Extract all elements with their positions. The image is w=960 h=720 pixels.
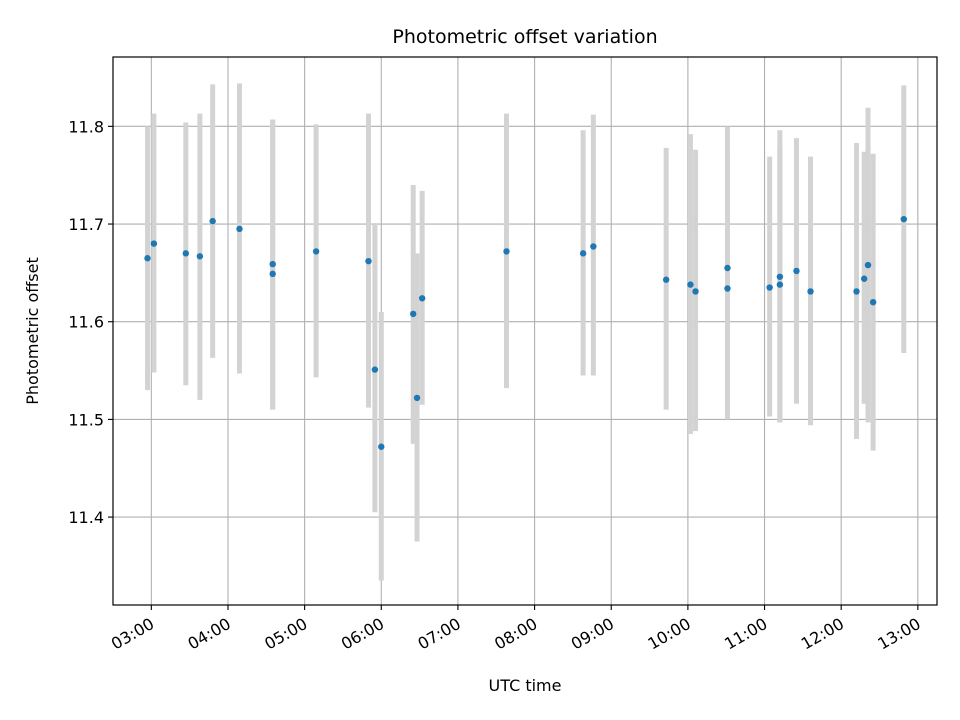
data-point — [269, 260, 276, 268]
data-point — [579, 250, 587, 257]
data-point — [853, 288, 860, 295]
data-points — [144, 215, 907, 450]
y-tick-label: 11.6 — [68, 313, 104, 332]
data-point — [687, 281, 694, 288]
plot-frame — [112, 56, 938, 606]
data-point — [869, 298, 877, 306]
data-point — [269, 270, 276, 278]
chart-title: Photometric offset variation — [392, 26, 657, 48]
data-point — [724, 264, 731, 272]
data-point — [312, 248, 320, 255]
y-tick-label: 11.5 — [68, 410, 104, 429]
grid — [113, 57, 937, 605]
y-axis-ticks: 11.4 11.5 11.6 11.7 11.8 — [68, 117, 113, 527]
data-point — [776, 273, 784, 280]
data-point — [371, 366, 379, 373]
y-axis-label: Photometric offset — [23, 257, 42, 405]
data-point — [209, 217, 216, 225]
data-point — [182, 250, 190, 257]
data-point — [150, 240, 158, 247]
data-point — [864, 261, 872, 269]
y-tick-label: 11.4 — [68, 508, 104, 527]
y-tick-label: 11.7 — [68, 215, 104, 234]
data-point — [766, 284, 773, 291]
x-axis-label: UTC time — [489, 676, 562, 695]
data-point — [144, 255, 151, 262]
data-point — [662, 276, 670, 283]
data-point — [590, 243, 597, 250]
data-point — [807, 288, 814, 295]
data-point — [418, 295, 426, 302]
data-point — [860, 275, 868, 282]
y-tick-label: 11.8 — [68, 117, 104, 136]
data-point — [365, 257, 372, 265]
data-point — [900, 215, 907, 223]
data-point — [236, 225, 243, 233]
data-point — [503, 248, 510, 255]
data-point — [776, 281, 784, 288]
data-point — [793, 267, 800, 275]
data-point — [724, 285, 731, 292]
data-point — [692, 288, 699, 295]
data-point — [196, 253, 204, 260]
data-point — [410, 310, 417, 318]
data-point — [378, 443, 385, 450]
data-point — [413, 394, 421, 402]
